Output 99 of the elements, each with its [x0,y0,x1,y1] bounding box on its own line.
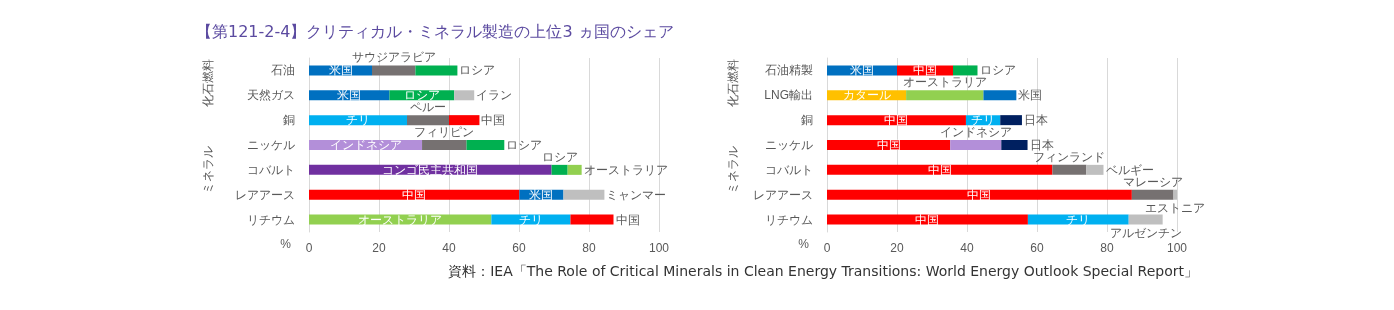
data-label: 中国 [915,212,940,227]
bar [415,65,458,76]
data-label: オーストラリア [583,162,668,177]
x-tick-label: 40 [442,241,456,255]
x-tick-label: 80 [1100,241,1114,255]
x-tick-label: 80 [582,241,596,255]
data-label: 中国 [615,212,640,227]
data-label: 中国 [967,187,992,202]
data-label: インドネシア [329,138,402,152]
y-tick-label: コバルト [765,162,813,177]
bar [422,140,467,150]
data-label: オーストラリア [902,75,987,90]
bar [950,140,1002,150]
x-tick-label: 60 [1030,241,1044,255]
bar [1131,189,1174,200]
bar [827,189,1132,200]
y-tick-label: 石油 [271,63,295,78]
data-label: サウジアラビア [351,50,436,65]
x-tick-label: 20 [890,241,904,255]
data-label: 米国 [337,88,362,103]
data-label: 中国 [402,187,427,202]
bar [570,214,614,225]
data-label: チリ [971,113,996,128]
y-tick-label: 石油精製 [765,63,813,78]
x-tick-label: 40 [960,241,974,255]
data-label: ロシア [541,149,578,164]
bar [466,140,505,150]
data-label: イラン [476,88,513,103]
data-label: 中国 [884,113,909,128]
text: 化石燃料 [201,58,215,107]
y-tick-label: 天然ガス [247,88,295,103]
data-label: ロシア [506,138,543,152]
x-tick-label: 60 [512,241,526,255]
bar [827,214,1028,225]
data-label: 日本 [1023,113,1048,128]
data-label: ミャンマー [606,187,667,202]
text: ミネラル [201,145,215,194]
x-axis-title: % [798,237,810,251]
bar [309,115,407,126]
data-label: フィリピン [414,125,475,139]
data-label: インドネシア [939,125,1012,139]
data-label: 中国 [481,113,506,128]
text: 資料：IEA「The Role of Critical Minerals in Clean Energy Transitions: World Energy Outlook Special Report」 [448,263,1198,281]
data-label: 中国 [927,162,952,177]
bar [906,90,984,101]
data-label: ロシア [979,63,1016,78]
x-tick-label: 100 [648,241,670,255]
bar [1001,140,1028,150]
bar [449,115,480,126]
bar [827,164,1053,175]
data-label: エストニア [1145,200,1206,215]
data-label: チリ [346,113,370,128]
data-label: 中国 [876,138,901,152]
bar [454,90,475,101]
x-tick-label: 20 [372,241,386,255]
y-tick-label: LNG輸出 [764,88,813,103]
y-tick-label: ニッケル [247,138,295,152]
data-label: コンゴ民主共和国 [382,162,479,177]
bar [827,115,966,126]
text: 化石燃料 [726,58,740,107]
bar [1027,214,1129,225]
bar [407,115,449,126]
bar [563,189,605,200]
data-label: 米国 [1018,88,1043,103]
bar [1000,115,1022,126]
x-tick-label: 0 [305,241,313,255]
data-label: 米国 [850,63,874,78]
y-tick-label: ニッケル [765,138,813,152]
x-tick-label: 100 [1166,241,1188,255]
x-tick-label: 0 [823,241,831,255]
data-label: ペルー [410,100,446,115]
data-label: 米国 [328,63,353,78]
data-label: ロシア [459,63,496,78]
bar [491,214,571,225]
data-label: ロシア [403,88,440,103]
data-label: 米国 [529,187,554,202]
bar [1086,164,1104,175]
y-tick-label: レアアース [235,187,295,202]
data-label: ベルギー [1105,162,1154,177]
y-tick-label: 銅 [283,113,295,128]
chart-title: 【第121-2-4】クリティカル・ミネラル製造の上位3 ヵ国のシェア [196,22,674,43]
y-tick-label: リチウム [765,212,813,227]
y-tick-label: リチウム [247,212,295,227]
data-label: カタール [842,88,891,103]
bar [1052,164,1087,175]
x-axis-title: % [280,237,292,251]
y-tick-label: コバルト [247,162,295,177]
text: ミネラル [726,145,740,194]
data-label: 日本 [1029,138,1054,152]
bar [372,65,416,76]
data-label: アルゼンチン [1109,225,1182,240]
bar [983,90,1017,101]
data-label: 中国 [913,63,937,78]
bar [953,65,978,76]
data-label: マレーシア [1122,174,1183,189]
bar [567,164,582,175]
y-tick-label: レアアース [753,187,813,202]
y-tick-label: 銅 [801,113,813,128]
bar [1128,214,1163,225]
